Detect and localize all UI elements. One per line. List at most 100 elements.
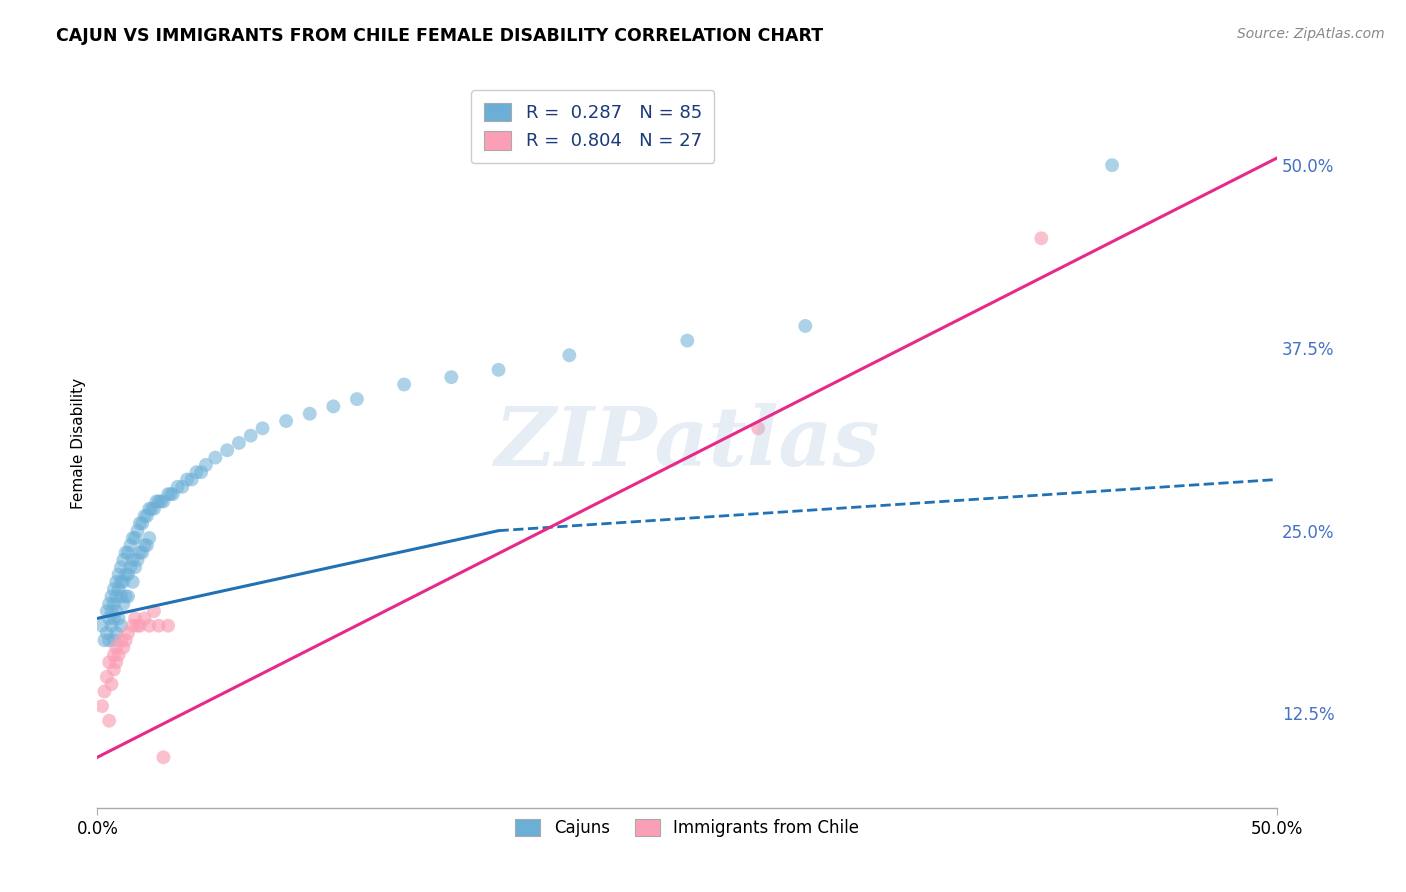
Point	[124, 560, 146, 574]
Point	[127, 618, 149, 632]
Point	[190, 465, 212, 479]
Point	[135, 509, 157, 524]
Text: ZIPatlas: ZIPatlas	[495, 403, 880, 483]
Point	[110, 560, 132, 574]
Point	[145, 494, 167, 508]
Point	[100, 618, 122, 632]
Point	[117, 545, 139, 559]
Point	[103, 648, 125, 662]
Point	[128, 516, 150, 531]
Point	[98, 633, 121, 648]
Point	[138, 618, 160, 632]
Point	[1101, 158, 1123, 172]
Point	[107, 567, 129, 582]
Point	[105, 626, 128, 640]
Point	[148, 618, 170, 632]
Legend: Cajuns, Immigrants from Chile: Cajuns, Immigrants from Chile	[509, 813, 866, 844]
Point	[676, 334, 699, 348]
Point	[110, 574, 132, 589]
Point	[124, 611, 146, 625]
Point	[114, 545, 136, 559]
Point	[114, 590, 136, 604]
Point	[93, 633, 115, 648]
Point	[114, 633, 136, 648]
Point	[239, 428, 262, 442]
Point	[112, 640, 135, 655]
Point	[98, 714, 121, 728]
Point	[117, 626, 139, 640]
Point	[134, 509, 156, 524]
Point	[135, 538, 157, 552]
Point	[105, 574, 128, 589]
Point	[105, 604, 128, 618]
Point	[346, 392, 368, 406]
Point	[93, 684, 115, 698]
Point	[105, 640, 128, 655]
Text: Source: ZipAtlas.com: Source: ZipAtlas.com	[1237, 27, 1385, 41]
Point	[120, 560, 142, 574]
Point	[100, 677, 122, 691]
Point	[131, 545, 153, 559]
Point	[98, 655, 121, 669]
Point	[143, 501, 166, 516]
Point	[100, 590, 122, 604]
Point	[134, 538, 156, 552]
Point	[124, 531, 146, 545]
Point	[107, 648, 129, 662]
Point	[150, 494, 173, 508]
Y-axis label: Female Disability: Female Disability	[72, 377, 86, 508]
Point	[162, 487, 184, 501]
Point	[228, 436, 250, 450]
Point	[488, 363, 510, 377]
Point	[141, 501, 163, 516]
Point	[96, 626, 118, 640]
Point	[112, 574, 135, 589]
Point	[121, 574, 143, 589]
Point	[134, 611, 156, 625]
Point	[98, 597, 121, 611]
Point	[747, 421, 769, 435]
Point	[96, 670, 118, 684]
Point	[138, 531, 160, 545]
Point	[117, 590, 139, 604]
Point	[159, 487, 181, 501]
Point	[128, 618, 150, 632]
Point	[131, 516, 153, 531]
Point	[217, 443, 239, 458]
Point	[100, 604, 122, 618]
Point	[110, 618, 132, 632]
Point	[194, 458, 217, 472]
Point	[120, 538, 142, 552]
Point	[103, 611, 125, 625]
Point	[322, 400, 344, 414]
Point	[180, 473, 202, 487]
Point	[110, 633, 132, 648]
Point	[152, 494, 174, 508]
Point	[107, 582, 129, 596]
Point	[143, 604, 166, 618]
Point	[103, 633, 125, 648]
Point	[127, 524, 149, 538]
Point	[107, 611, 129, 625]
Point	[128, 545, 150, 559]
Point	[121, 618, 143, 632]
Point	[186, 465, 208, 479]
Point	[138, 501, 160, 516]
Text: CAJUN VS IMMIGRANTS FROM CHILE FEMALE DISABILITY CORRELATION CHART: CAJUN VS IMMIGRANTS FROM CHILE FEMALE DI…	[56, 27, 824, 45]
Point	[152, 750, 174, 764]
Point	[276, 414, 298, 428]
Point	[148, 494, 170, 508]
Point	[298, 407, 321, 421]
Point	[103, 597, 125, 611]
Point	[110, 590, 132, 604]
Point	[204, 450, 226, 465]
Point	[103, 663, 125, 677]
Point	[103, 582, 125, 596]
Point	[157, 618, 180, 632]
Point	[157, 487, 180, 501]
Point	[794, 318, 817, 333]
Point	[121, 553, 143, 567]
Point	[98, 611, 121, 625]
Point	[117, 567, 139, 582]
Point	[96, 604, 118, 618]
